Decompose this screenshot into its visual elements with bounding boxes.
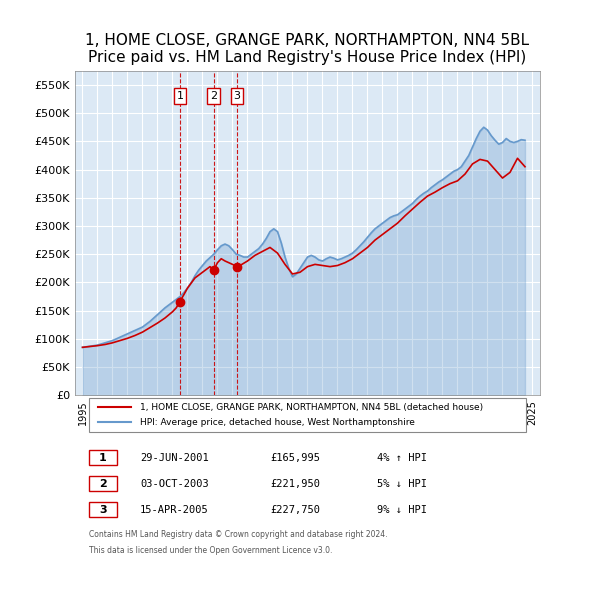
Text: 3: 3 — [233, 91, 241, 101]
Text: HPI: Average price, detached house, West Northamptonshire: HPI: Average price, detached house, West… — [140, 418, 415, 427]
Text: 2: 2 — [210, 91, 217, 101]
FancyBboxPatch shape — [89, 398, 526, 432]
FancyBboxPatch shape — [89, 503, 117, 517]
Title: 1, HOME CLOSE, GRANGE PARK, NORTHAMPTON, NN4 5BL
Price paid vs. HM Land Registry: 1, HOME CLOSE, GRANGE PARK, NORTHAMPTON,… — [85, 33, 530, 65]
Text: Contains HM Land Registry data © Crown copyright and database right 2024.: Contains HM Land Registry data © Crown c… — [89, 530, 388, 539]
Text: 1, HOME CLOSE, GRANGE PARK, NORTHAMPTON, NN4 5BL (detached house): 1, HOME CLOSE, GRANGE PARK, NORTHAMPTON,… — [140, 403, 483, 412]
Text: 03-OCT-2003: 03-OCT-2003 — [140, 478, 209, 489]
Text: 15-APR-2005: 15-APR-2005 — [140, 504, 209, 514]
Text: 5% ↓ HPI: 5% ↓ HPI — [377, 478, 427, 489]
Text: £221,950: £221,950 — [270, 478, 320, 489]
Text: 2: 2 — [99, 478, 107, 489]
Text: £227,750: £227,750 — [270, 504, 320, 514]
Text: 1: 1 — [99, 453, 107, 463]
Text: £165,995: £165,995 — [270, 453, 320, 463]
Text: 9% ↓ HPI: 9% ↓ HPI — [377, 504, 427, 514]
Text: 29-JUN-2001: 29-JUN-2001 — [140, 453, 209, 463]
FancyBboxPatch shape — [89, 477, 117, 491]
Text: This data is licensed under the Open Government Licence v3.0.: This data is licensed under the Open Gov… — [89, 546, 332, 555]
Text: 4% ↑ HPI: 4% ↑ HPI — [377, 453, 427, 463]
FancyBboxPatch shape — [89, 451, 117, 465]
Text: 3: 3 — [99, 504, 107, 514]
Text: 1: 1 — [176, 91, 184, 101]
